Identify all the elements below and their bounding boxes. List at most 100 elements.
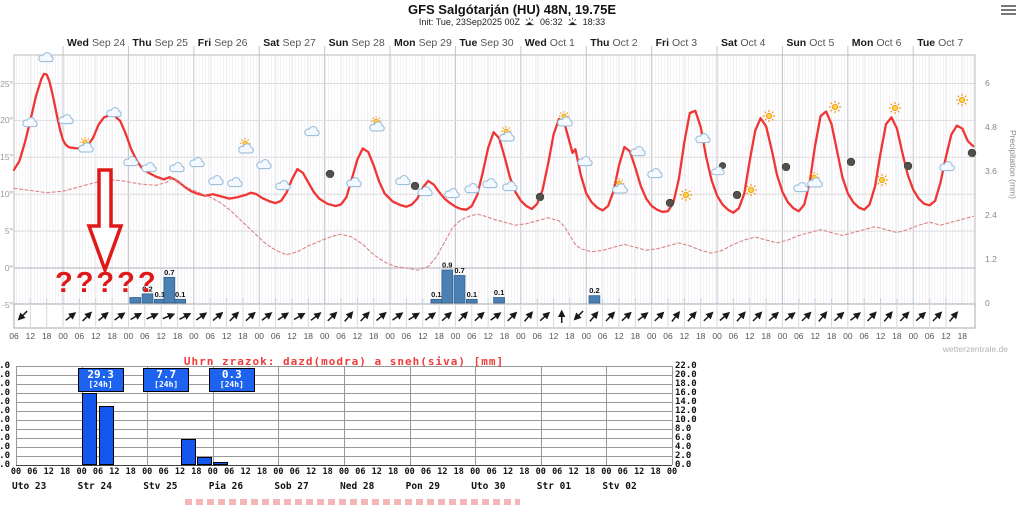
cutoff-text-strip [185, 499, 520, 505]
time-axis-label: 18 [957, 331, 968, 341]
wind-arrow-icon [637, 312, 649, 321]
sunrise-time: 06:32 [540, 17, 563, 27]
precip-axis-title: Precipitation (mm) [1008, 130, 1018, 199]
bottom-day-separator [212, 366, 214, 465]
time-axis-label: 06 [597, 331, 608, 341]
wind-arrow-icon [360, 311, 370, 322]
precip-bar [174, 298, 187, 304]
time-axis-label: 06 [467, 331, 477, 341]
time-axis-label: 12 [352, 331, 363, 341]
precip-bar [163, 276, 176, 304]
time-axis-label: 00 [712, 331, 722, 341]
time-axis-label: 12 [745, 331, 755, 341]
wind-arrow-icon [458, 311, 469, 322]
bottom-day-label: Uto 30 [471, 481, 506, 492]
precip-bar-label: 0.1 [494, 288, 504, 297]
wind-arrow-icon [376, 311, 387, 322]
precip-bar-label: 0.1 [467, 290, 477, 299]
wind-arrow-icon [784, 312, 796, 321]
bottom-day-separator [475, 366, 477, 465]
precip-bar [465, 298, 478, 304]
time-axis-label: 06 [9, 331, 19, 341]
time-axis-label: 06 [728, 331, 739, 341]
day-header-label: Sat Sep 27 [263, 37, 316, 49]
bottom-left-axis-label: 20.0 [0, 370, 10, 380]
bottom-right-axis-label: 10.0 [675, 415, 697, 425]
bottom-hour-label: 06 [617, 467, 628, 477]
time-axis-label: 00 [123, 331, 134, 341]
bottom-hour-label: 06 [224, 467, 235, 477]
annotation-question-marks: ????? [55, 267, 159, 299]
day-header-label: Fri Oct 3 [655, 37, 698, 49]
bottom-day-label: Str 24 [77, 481, 112, 492]
time-axis-label: 18 [434, 331, 444, 341]
bottom-right-axis-label: 16.0 [675, 388, 697, 398]
menu-icon[interactable] [1001, 5, 1016, 17]
bottom-day-label: Ned 28 [340, 481, 375, 492]
bottom-hour-label: 06 [27, 467, 38, 477]
precip-bar-label: 0.1 [431, 290, 441, 299]
bottom-hour-label: 00 [666, 467, 678, 477]
wind-arrow-icon [671, 310, 681, 322]
time-axis-label: 18 [761, 331, 771, 341]
daily-total-badge: 29.3 [24h] [77, 368, 124, 392]
wind-arrow-icon [261, 312, 273, 321]
day-header-label: Sun Sep 28 [328, 37, 385, 49]
bottom-day-label: Sob 27 [274, 481, 309, 492]
time-axis-label: 00 [319, 331, 330, 341]
time-axis-label: 18 [368, 331, 379, 341]
time-axis-label: 18 [826, 331, 837, 341]
time-axis-label: 06 [532, 331, 542, 341]
wind-arrow-icon [17, 310, 28, 321]
time-axis-label: 12 [941, 331, 951, 341]
time-axis-label: 06 [663, 331, 673, 341]
bottom-hour-label: 18 [584, 467, 596, 477]
time-axis-label: 00 [254, 331, 265, 341]
bottom-hour-label: 18 [650, 467, 661, 477]
init-text: Init: Tue, 23Sep2025 00Z [418, 17, 520, 27]
time-axis-label: 06 [336, 331, 346, 341]
bottom-hour-label: 00 [10, 467, 22, 477]
time-axis-label: 18 [238, 331, 248, 341]
rain-bar [180, 438, 196, 465]
time-axis-label: 12 [287, 331, 297, 341]
bottom-right-axis-label: 2.0 [675, 451, 692, 461]
bottom-hour-label: 18 [453, 467, 464, 477]
bottom-day-label: Uto 23 [12, 481, 47, 492]
time-axis-label: 00 [777, 331, 788, 341]
bottom-hour-label: 00 [142, 467, 153, 477]
bottom-day-separator [409, 366, 411, 465]
bottom-left-axis-label: 4.0 [0, 442, 10, 452]
day-header-label: Thu Sep 25 [132, 37, 188, 49]
wind-arrow-icon [277, 312, 290, 321]
rain-bar [82, 393, 98, 465]
wind-arrow-icon [833, 311, 845, 322]
temp-axis-label: 5° [4, 226, 13, 237]
bottom-hour-label: 12 [371, 467, 382, 477]
time-axis-label: 18 [107, 331, 117, 341]
wind-arrow-icon [866, 311, 877, 322]
wind-arrow-icon [82, 311, 93, 322]
bottom-hour-label: 12 [174, 467, 186, 477]
day-header-label: Thu Oct 2 [590, 37, 638, 49]
bottom-hour-label: 00 [404, 467, 415, 477]
precip-bar [588, 295, 601, 304]
wind-arrow-icon [752, 311, 763, 322]
time-axis-label: 12 [91, 331, 101, 341]
temp-axis-label: 25° [0, 78, 13, 89]
bottom-right-axis-label: 20.0 [675, 370, 697, 380]
bottom-right-axis-label: 8.0 [675, 424, 692, 434]
bottom-hour-label: 00 [338, 467, 350, 477]
time-axis-label: 06 [74, 331, 85, 341]
time-axis-label: 12 [156, 331, 166, 341]
bottom-hour-label: 06 [420, 467, 432, 477]
bottom-right-axis-label: 4.0 [675, 442, 692, 452]
day-header-label: Fri Sep 26 [197, 37, 248, 49]
time-axis-label: 06 [794, 331, 804, 341]
bottom-hour-label: 12 [437, 467, 448, 477]
wind-arrow-icon [883, 311, 893, 322]
bottom-left-axis-label: 0.0 [0, 460, 10, 470]
time-axis-label: 06 [924, 331, 935, 341]
